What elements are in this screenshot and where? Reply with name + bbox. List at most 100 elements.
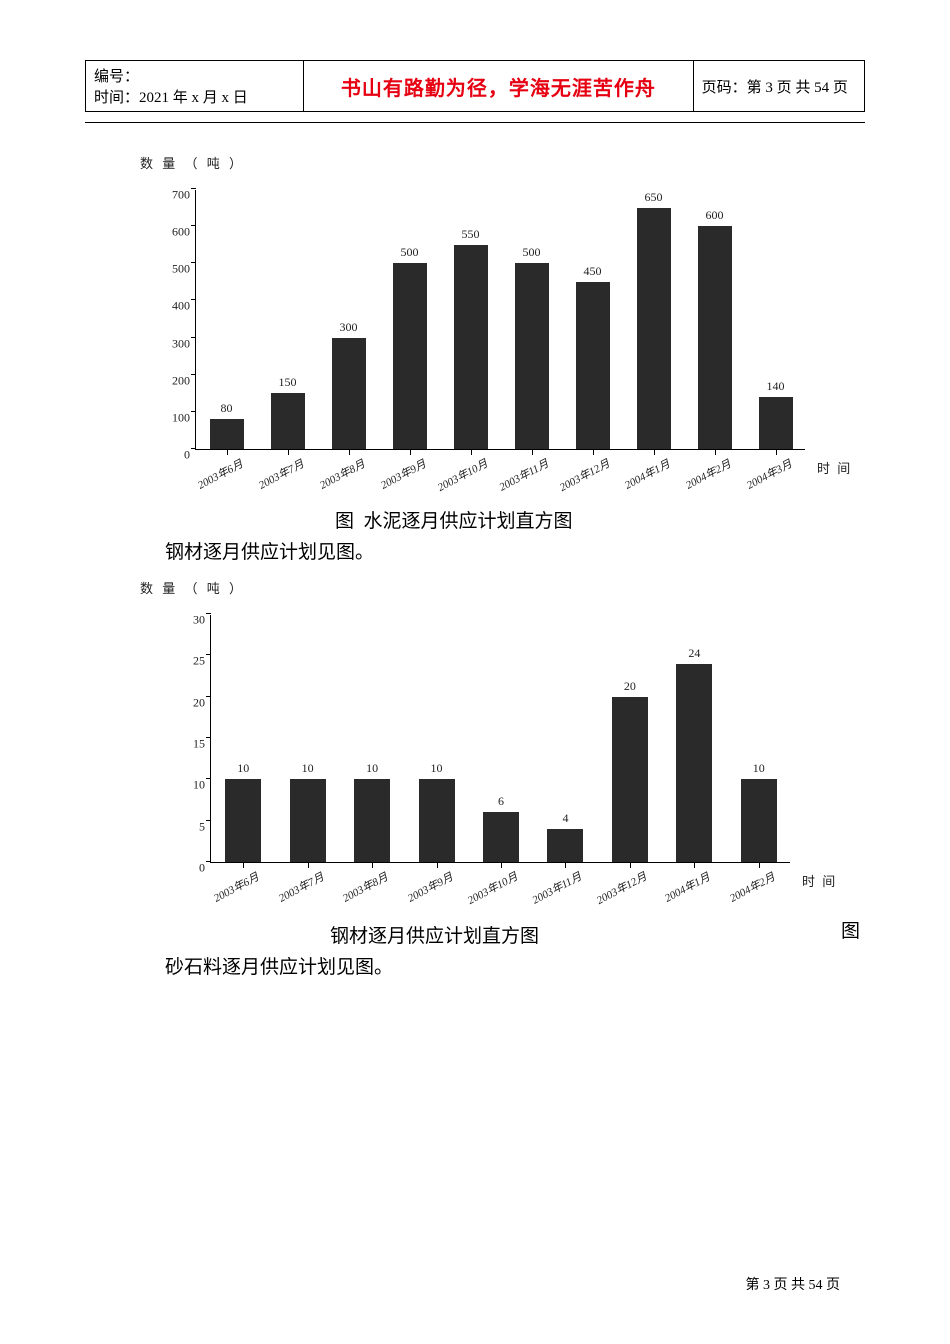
xtick-label: 2003年12月 — [556, 455, 612, 495]
chart2-wrap: 数 量 （ 吨 ） 051015202530102003年6月102003年7月… — [140, 578, 865, 913]
chart1-wrap: 数 量 （ 吨 ） 0100200300400500600700802003年6… — [140, 153, 865, 498]
xtick-label: 2003年11月 — [496, 455, 551, 495]
xtick-mark — [694, 863, 695, 868]
ytick-label: 500 — [172, 262, 196, 277]
ytick-label: 300 — [172, 336, 196, 351]
xtick-label: 2003年8月 — [316, 455, 367, 492]
header-page: 页码：第 3 页 共 54 页 — [702, 80, 848, 96]
xtick-label: 2003年7月 — [255, 455, 306, 492]
ytick-label: 0 — [184, 448, 196, 463]
header-table: 编号： 时间：2021 年 x 月 x 日 书山有路勤为径，学海无涯苦作舟 页码… — [85, 60, 865, 112]
bar: 6 — [483, 812, 519, 862]
xtick-label: 2003年10月 — [434, 455, 490, 495]
ytick-label: 700 — [172, 188, 196, 203]
bar: 24 — [676, 664, 712, 862]
ytick-label: 0 — [199, 861, 211, 876]
xtick-mark — [288, 450, 289, 455]
footer-page: 第 3 页 共 54 页 — [746, 1274, 841, 1294]
chart1: 0100200300400500600700802003年6月1502003年7… — [140, 178, 860, 498]
xtick-label: 2004年2月 — [682, 455, 733, 492]
chart1-xtitle: 时 间 — [817, 458, 852, 477]
xtick-mark — [759, 863, 760, 868]
ytick-mark — [191, 411, 196, 412]
bar: 10 — [354, 779, 390, 862]
ytick-label: 30 — [193, 613, 211, 628]
bar-value-label: 140 — [767, 379, 785, 397]
ytick-mark — [191, 448, 196, 449]
ytick-mark — [206, 696, 211, 697]
ytick-label: 25 — [193, 654, 211, 669]
bar: 500 — [515, 263, 549, 449]
bar: 150 — [271, 393, 305, 449]
xtick-label: 2003年6月 — [194, 455, 245, 492]
header-rule — [85, 122, 865, 123]
xtick-label: 2003年12月 — [593, 868, 649, 908]
chart1-caption-prefix: 图 — [335, 511, 354, 532]
bar: 650 — [637, 208, 671, 449]
xtick-mark — [715, 450, 716, 455]
bar: 300 — [332, 338, 366, 449]
xtick-label: 2003年9月 — [404, 868, 455, 905]
bar: 10 — [225, 779, 261, 862]
xtick-label: 2003年11月 — [529, 868, 584, 908]
ytick-mark — [206, 613, 211, 614]
xtick-mark — [565, 863, 566, 868]
xtick-mark — [437, 863, 438, 868]
chart2-plot: 051015202530102003年6月102003年7月102003年8月1… — [210, 615, 790, 863]
ytick-mark — [191, 262, 196, 263]
xtick-mark — [776, 450, 777, 455]
xtick-mark — [243, 863, 244, 868]
ytick-mark — [191, 188, 196, 189]
ytick-label: 20 — [193, 695, 211, 710]
xtick-mark — [349, 450, 350, 455]
bar-value-label: 500 — [523, 245, 541, 263]
bar-value-label: 300 — [340, 320, 358, 338]
bar-value-label: 4 — [562, 811, 568, 829]
bar: 500 — [393, 263, 427, 449]
xtick-mark — [308, 863, 309, 868]
bar-value-label: 450 — [584, 264, 602, 282]
ytick-label: 10 — [193, 778, 211, 793]
xtick-mark — [372, 863, 373, 868]
xtick-label: 2003年10月 — [464, 868, 520, 908]
header-right-cell: 页码：第 3 页 共 54 页 — [693, 61, 864, 112]
floating-fig-label: 图 — [841, 916, 860, 943]
ytick-label: 100 — [172, 410, 196, 425]
bar-value-label: 10 — [302, 761, 314, 779]
ytick-mark — [206, 654, 211, 655]
ytick-label: 400 — [172, 299, 196, 314]
ytick-label: 15 — [193, 737, 211, 752]
xtick-mark — [630, 863, 631, 868]
text-after-chart2: 砂石料逐月供应计划见图。 — [165, 952, 865, 979]
ytick-mark — [206, 861, 211, 862]
bar: 10 — [290, 779, 326, 862]
chart1-caption-text: 水泥逐月供应计划直方图 — [364, 511, 573, 532]
ytick-mark — [206, 737, 211, 738]
bar: 4 — [547, 829, 583, 862]
ytick-mark — [191, 299, 196, 300]
bar-value-label: 550 — [462, 227, 480, 245]
xtick-label: 2004年1月 — [621, 455, 672, 492]
bar: 140 — [759, 397, 793, 449]
chart2-xtitle: 时 间 — [802, 871, 837, 890]
xtick-mark — [593, 450, 594, 455]
chart1-plot: 0100200300400500600700802003年6月1502003年7… — [195, 190, 805, 450]
xtick-label: 2003年6月 — [211, 868, 262, 905]
bar-value-label: 500 — [401, 245, 419, 263]
xtick-label: 2003年8月 — [340, 868, 391, 905]
bar: 10 — [741, 779, 777, 862]
ytick-label: 600 — [172, 225, 196, 240]
xtick-label: 2004年1月 — [662, 868, 713, 905]
xtick-label: 2004年3月 — [743, 455, 794, 492]
ytick-mark — [206, 778, 211, 779]
bar-value-label: 24 — [688, 646, 700, 664]
xtick-mark — [654, 450, 655, 455]
xtick-mark — [471, 450, 472, 455]
bar-value-label: 10 — [431, 761, 443, 779]
chart2: 051015202530102003年6月102003年7月102003年8月1… — [140, 603, 860, 913]
chart2-ytitle: 数 量 （ 吨 ） — [140, 578, 865, 597]
chart1-ytitle: 数 量 （ 吨 ） — [140, 153, 865, 172]
xtick-label: 2003年9月 — [377, 455, 428, 492]
bar: 450 — [576, 282, 610, 449]
bar-value-label: 10 — [366, 761, 378, 779]
